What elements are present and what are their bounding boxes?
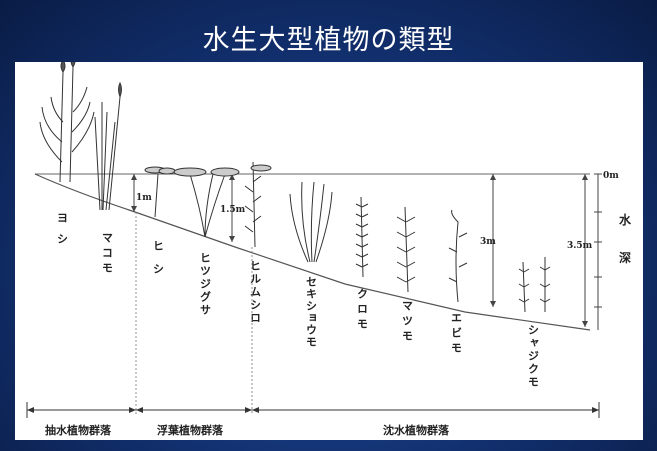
depth-axis (594, 173, 602, 330)
plant-yoshi-illustration (39, 62, 95, 183)
plant-kuromo-illustration (355, 196, 369, 278)
plant-makomo-illustration (94, 81, 122, 211)
plant-label-ebimo: エビモ (450, 312, 463, 357)
depth-35m-label: 3.5m (567, 241, 593, 251)
plant-hitsujigusa-illustration (173, 167, 240, 238)
plant-label-kuromo: クロモ (356, 288, 369, 333)
lake-bottom-line (34, 173, 591, 331)
depth-arrowheads (131, 174, 588, 327)
plant-label-hitsujigusa: ヒツジグサ (199, 252, 212, 317)
group-arrows (26, 402, 600, 418)
depth-0m-label: 0m (603, 171, 619, 181)
depth-label-2: 深 (619, 250, 631, 265)
plant-label-matsumo: マツモ (401, 300, 414, 345)
figure-panel: 0m 水 深 1m 1.5m 3m 3.5m (15, 62, 643, 440)
depth-label-1: 水 (619, 212, 632, 227)
depth-1m-label: 1m (136, 193, 152, 203)
group-label-emergent: 抽水植物群落 (45, 423, 112, 437)
group-label-floating: 浮葉植物群落 (157, 423, 224, 437)
plant-label-hishi: ヒシ (152, 240, 165, 286)
plant-label-sekishoumo: セキショウモ (305, 276, 318, 348)
plant-label-yoshi: ヨシ (56, 212, 69, 254)
slide-title: 水生大型植物の類型 (202, 25, 455, 56)
plant-shajikumo-illustration (518, 257, 551, 313)
group-label-submerged: 沈水植物群落 (383, 423, 450, 437)
plant-ebimo-illustration (448, 209, 468, 303)
plant-hishi-illustration (144, 166, 176, 218)
group-boundaries (135, 212, 253, 414)
depth-markers (133, 174, 586, 327)
plant-label-hirumushiro: ヒルムシロ (249, 260, 262, 325)
plant-label-makomo: マコモ (101, 232, 114, 277)
plant-sekishoumo-illustration (289, 181, 333, 263)
plant-label-shajikumo: シャジクモ (527, 324, 540, 389)
plant-hirumushiro-illustration (244, 161, 272, 248)
plant-matsumo-illustration (396, 206, 416, 293)
depth-3m-label: 3m (480, 237, 496, 247)
group-arrowheads (27, 407, 599, 413)
depth-15m-label: 1.5m (220, 205, 246, 215)
